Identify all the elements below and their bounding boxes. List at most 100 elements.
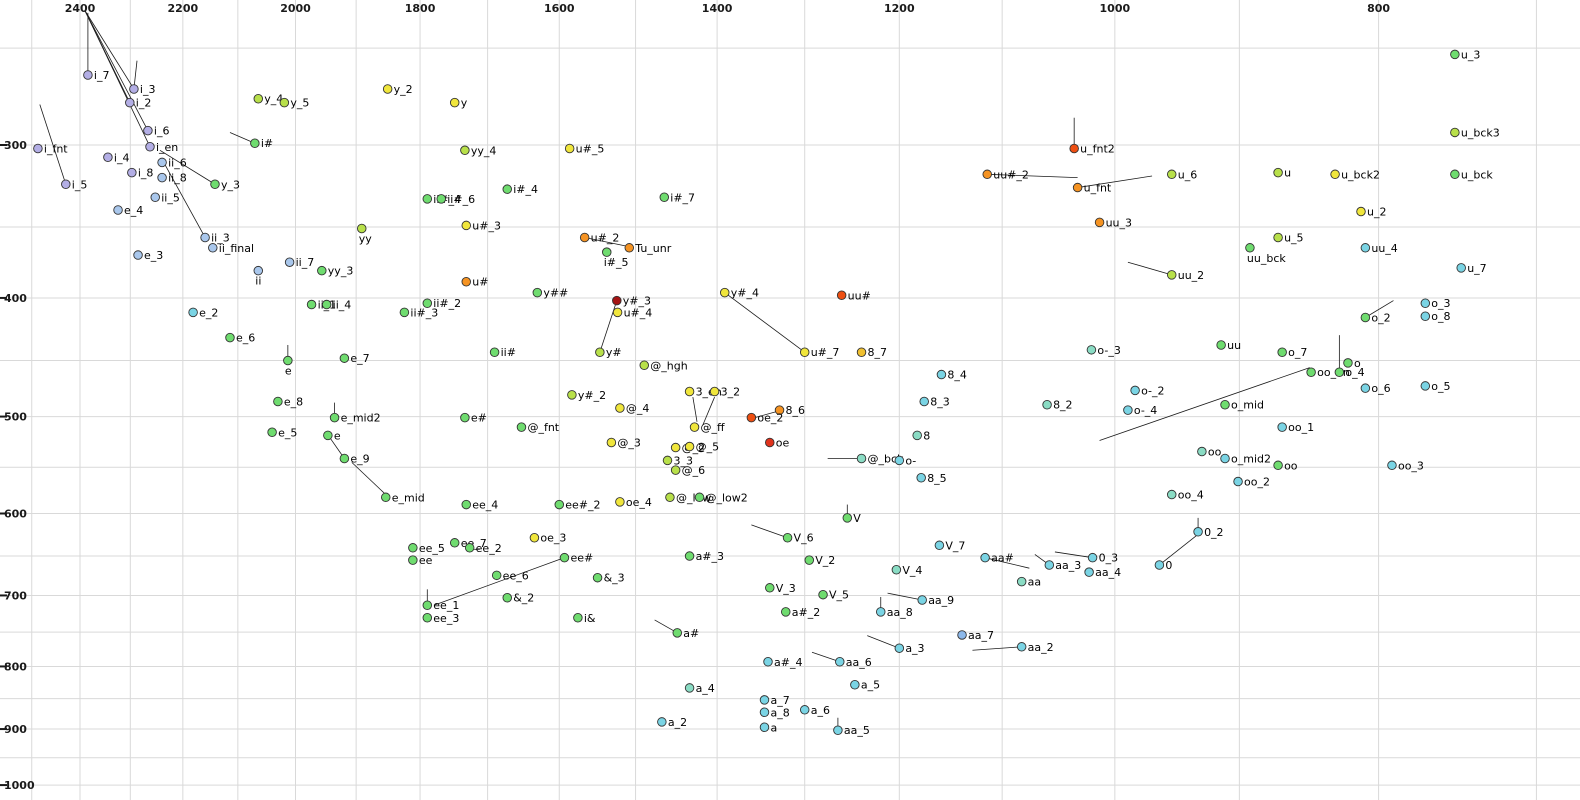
point-label: e_7 bbox=[350, 352, 369, 365]
data-point bbox=[1420, 311, 1431, 321]
data-point bbox=[672, 628, 683, 638]
point-label: 0_3 bbox=[1099, 552, 1119, 565]
point-label: aa bbox=[1028, 576, 1041, 589]
data-point bbox=[516, 422, 527, 432]
data-point bbox=[1154, 560, 1165, 570]
point-label: V_6 bbox=[794, 532, 814, 545]
point-label: yy_4 bbox=[471, 144, 497, 157]
data-point bbox=[1277, 422, 1287, 432]
data-point bbox=[684, 683, 695, 693]
data-point bbox=[283, 355, 293, 366]
data-point bbox=[894, 643, 905, 653]
point-label: u#_2 bbox=[591, 231, 620, 244]
data-point bbox=[916, 473, 926, 483]
point-label: e_5 bbox=[278, 426, 297, 439]
data-point bbox=[532, 287, 543, 298]
point-label: ii#_6 bbox=[447, 193, 475, 206]
point-label: ii_8 bbox=[168, 172, 187, 185]
y-tick-label: 700 bbox=[4, 589, 27, 602]
data-point bbox=[1360, 383, 1371, 393]
data-point bbox=[1044, 560, 1055, 570]
point-label: a_2 bbox=[668, 716, 687, 729]
data-point bbox=[422, 194, 433, 204]
point-label: ee_1 bbox=[433, 599, 459, 612]
data-point bbox=[250, 138, 260, 148]
data-point bbox=[1450, 169, 1460, 180]
data-point bbox=[876, 607, 886, 617]
point-label: uu# bbox=[848, 289, 871, 302]
data-point bbox=[657, 717, 667, 727]
data-point bbox=[1306, 367, 1316, 377]
leader-line bbox=[84, 10, 135, 90]
point-label: @_6 bbox=[682, 464, 706, 477]
point-label: i_6 bbox=[154, 125, 170, 138]
data-point bbox=[464, 543, 475, 553]
point-label: a#_2 bbox=[792, 606, 820, 619]
point-label: y#_2 bbox=[578, 389, 606, 402]
data-point bbox=[157, 157, 167, 168]
point-label: e bbox=[334, 429, 341, 442]
point-label: 0_2 bbox=[1204, 526, 1224, 539]
y-tick-label: 800 bbox=[4, 660, 27, 673]
point-label: ii_4 bbox=[333, 299, 352, 312]
data-point bbox=[554, 499, 565, 510]
point-label: u_2 bbox=[1367, 206, 1386, 219]
data-point bbox=[1456, 263, 1466, 273]
data-point bbox=[1334, 367, 1345, 377]
data-point bbox=[210, 179, 220, 190]
point-label: i_en bbox=[156, 141, 178, 154]
data-point bbox=[659, 192, 670, 203]
point-label: e_2 bbox=[199, 306, 218, 319]
data-point bbox=[33, 143, 43, 154]
point-label: aa# bbox=[991, 552, 1014, 565]
data-point bbox=[818, 589, 828, 600]
data-point bbox=[694, 492, 705, 503]
point-label: a_3 bbox=[905, 642, 924, 655]
data-point bbox=[1086, 345, 1097, 355]
data-point bbox=[502, 592, 512, 603]
point-label: V_7 bbox=[945, 539, 965, 552]
data-point bbox=[934, 540, 945, 551]
data-point bbox=[856, 453, 867, 464]
data-point bbox=[317, 265, 327, 276]
data-point bbox=[279, 97, 290, 108]
data-point bbox=[670, 465, 681, 475]
point-label: o-_2 bbox=[1141, 384, 1164, 397]
data-point bbox=[842, 513, 853, 523]
data-point bbox=[127, 167, 137, 178]
point-label: o_8 bbox=[1431, 310, 1450, 323]
point-label: y# bbox=[606, 346, 622, 359]
point-label: ee# bbox=[570, 552, 593, 565]
x-tick-label: 1200 bbox=[884, 2, 915, 15]
leader-line bbox=[599, 300, 618, 353]
point-label: i#_7 bbox=[670, 191, 695, 204]
data-point bbox=[559, 552, 570, 563]
point-label: ii_final bbox=[219, 242, 254, 255]
point-label: a# bbox=[683, 627, 699, 640]
data-point bbox=[982, 169, 992, 180]
point-label: V bbox=[853, 512, 861, 525]
point-label: u bbox=[1284, 167, 1291, 180]
data-point bbox=[1069, 143, 1079, 154]
point-label: &_2 bbox=[513, 592, 534, 605]
point-label: aa_7 bbox=[968, 629, 994, 642]
data-point bbox=[835, 657, 845, 667]
data-point bbox=[408, 543, 418, 553]
data-point bbox=[774, 405, 785, 415]
point-label: oe bbox=[776, 437, 790, 450]
data-point bbox=[602, 247, 612, 257]
point-label: aa_5 bbox=[844, 724, 870, 737]
leader-line bbox=[159, 149, 216, 185]
leader-line bbox=[1054, 551, 1093, 559]
x-tick-label: 2400 bbox=[65, 2, 96, 15]
data-point bbox=[746, 412, 757, 423]
point-label: uu bbox=[1227, 339, 1241, 352]
data-point bbox=[460, 145, 470, 156]
data-point bbox=[339, 453, 350, 464]
data-point bbox=[856, 347, 867, 357]
data-point bbox=[1356, 206, 1366, 217]
leader-line bbox=[702, 396, 715, 426]
data-point bbox=[61, 179, 71, 190]
data-point bbox=[1087, 552, 1098, 563]
point-label: i_8 bbox=[138, 167, 154, 180]
